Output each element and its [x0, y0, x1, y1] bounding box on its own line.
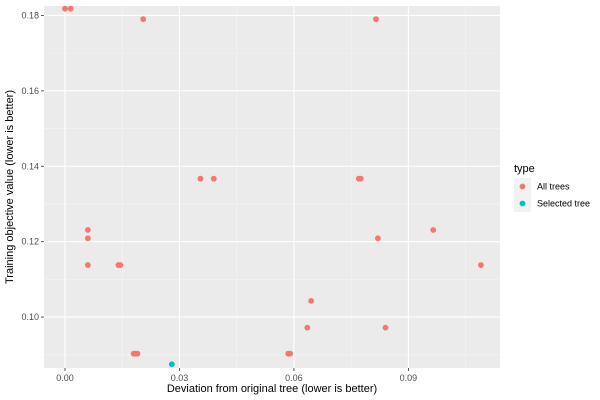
x-tick-label: 0.09 [400, 373, 418, 383]
y-axis: 0.10 0.12 0.14 0.16 0.18 [21, 10, 44, 322]
all-trees-point [67, 5, 74, 12]
legend-label-selected-tree: Selected tree [537, 199, 590, 209]
y-tick-label: 0.16 [21, 86, 39, 96]
legend-title: type [514, 163, 535, 175]
selected-tree-point [168, 361, 175, 368]
all-trees-point [478, 262, 484, 268]
plot-panel [44, 6, 500, 368]
y-tick-label: 0.18 [21, 10, 39, 20]
all-trees-point [84, 227, 91, 233]
legend-swatch-selected-tree [519, 200, 526, 207]
x-tick-label: 0.00 [56, 373, 74, 383]
all-trees-point [382, 324, 389, 331]
x-tick-label: 0.03 [171, 373, 189, 383]
all-trees-point [430, 227, 437, 233]
all-trees-point [374, 235, 381, 242]
x-axis-title: Deviation from original tree (lower is b… [167, 383, 377, 395]
x-axis: 0.00 0.03 0.06 0.09 [56, 368, 417, 383]
all-trees-point [357, 175, 364, 182]
y-tick-label: 0.10 [21, 312, 39, 322]
data-points [62, 5, 484, 368]
all-trees-point [287, 350, 294, 357]
legend: type All trees Selected tree [514, 163, 590, 212]
all-trees-point [197, 175, 204, 182]
y-tick-label: 0.12 [21, 237, 39, 247]
legend-swatch-all-trees [519, 183, 526, 190]
all-trees-point [62, 5, 68, 12]
all-trees-point [308, 297, 315, 304]
legend-label-all-trees: All trees [537, 182, 570, 192]
all-trees-point [304, 324, 311, 331]
y-axis-title: Training objective value (lower is bette… [4, 90, 16, 284]
major-gridlines [44, 6, 500, 368]
y-tick-label: 0.14 [21, 161, 39, 171]
all-trees-point [210, 175, 217, 182]
x-tick-label: 0.06 [285, 373, 303, 383]
all-trees-point [84, 235, 91, 242]
minor-gridlines [44, 6, 500, 368]
all-trees-point [134, 350, 141, 357]
all-trees-point [84, 262, 91, 268]
all-trees-point [373, 16, 379, 23]
all-trees-point [140, 16, 147, 23]
all-trees-point [117, 262, 124, 268]
